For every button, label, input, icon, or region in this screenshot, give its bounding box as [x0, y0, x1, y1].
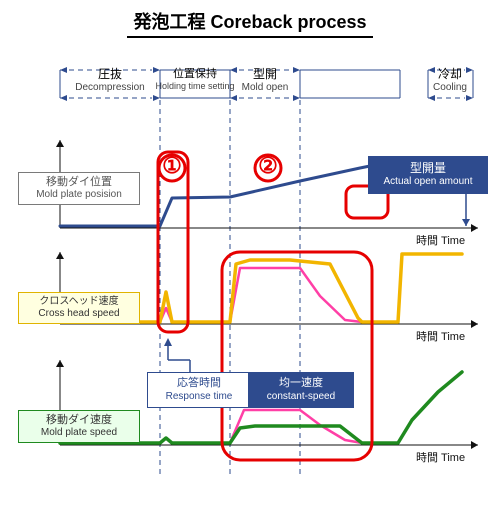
row-label-en: Mold plate speed — [23, 427, 135, 439]
callout-jp: 均一速度 — [255, 377, 347, 391]
callout-en: Actual open amount — [375, 176, 481, 189]
row-label-jp: 移動ダイ速度 — [23, 414, 135, 427]
time-axis-label: 時間 Time — [416, 449, 465, 465]
callout-open_amount: 型開量 Actual open amount — [368, 156, 488, 194]
row-label-mold-position: 移動ダイ位置 Mold plate posision — [18, 172, 140, 205]
callout-en: Response time — [154, 391, 244, 404]
row-label-mold-speed: 移動ダイ速度 Mold plate speed — [18, 410, 140, 443]
phase-jp: 冷却 — [395, 68, 500, 82]
callout-response: 応答時間 Response time — [147, 372, 251, 408]
phase-en: Mold open — [210, 82, 320, 94]
time-axis-label: 時間 Time — [416, 328, 465, 344]
callout-jp: 応答時間 — [154, 377, 244, 391]
row-label-jp: クロスヘッド速度 — [23, 296, 135, 308]
diagram-root: { "title": { "jp": "発泡工程", "en": "Coreba… — [0, 0, 500, 507]
phase-en: Cooling — [395, 82, 500, 94]
phase-label: 型開 Mold open — [210, 68, 320, 93]
row-label-crosshead-speed: クロスヘッド速度 Cross head speed — [18, 292, 140, 324]
red-marker-1: ① — [158, 153, 186, 179]
callout-constant: 均一速度 constant-speed — [248, 372, 354, 408]
time-axis-label: 時間 Time — [416, 232, 465, 248]
red-marker-2: ② — [254, 153, 282, 179]
callout-jp: 型開量 — [375, 161, 481, 176]
row-label-en: Mold plate posision — [23, 189, 135, 201]
phase-label: 冷却 Cooling — [395, 68, 500, 93]
callout-en: constant-speed — [255, 391, 347, 404]
row-label-en: Cross head speed — [23, 308, 135, 320]
row-label-jp: 移動ダイ位置 — [23, 176, 135, 189]
phase-jp: 型開 — [210, 68, 320, 82]
